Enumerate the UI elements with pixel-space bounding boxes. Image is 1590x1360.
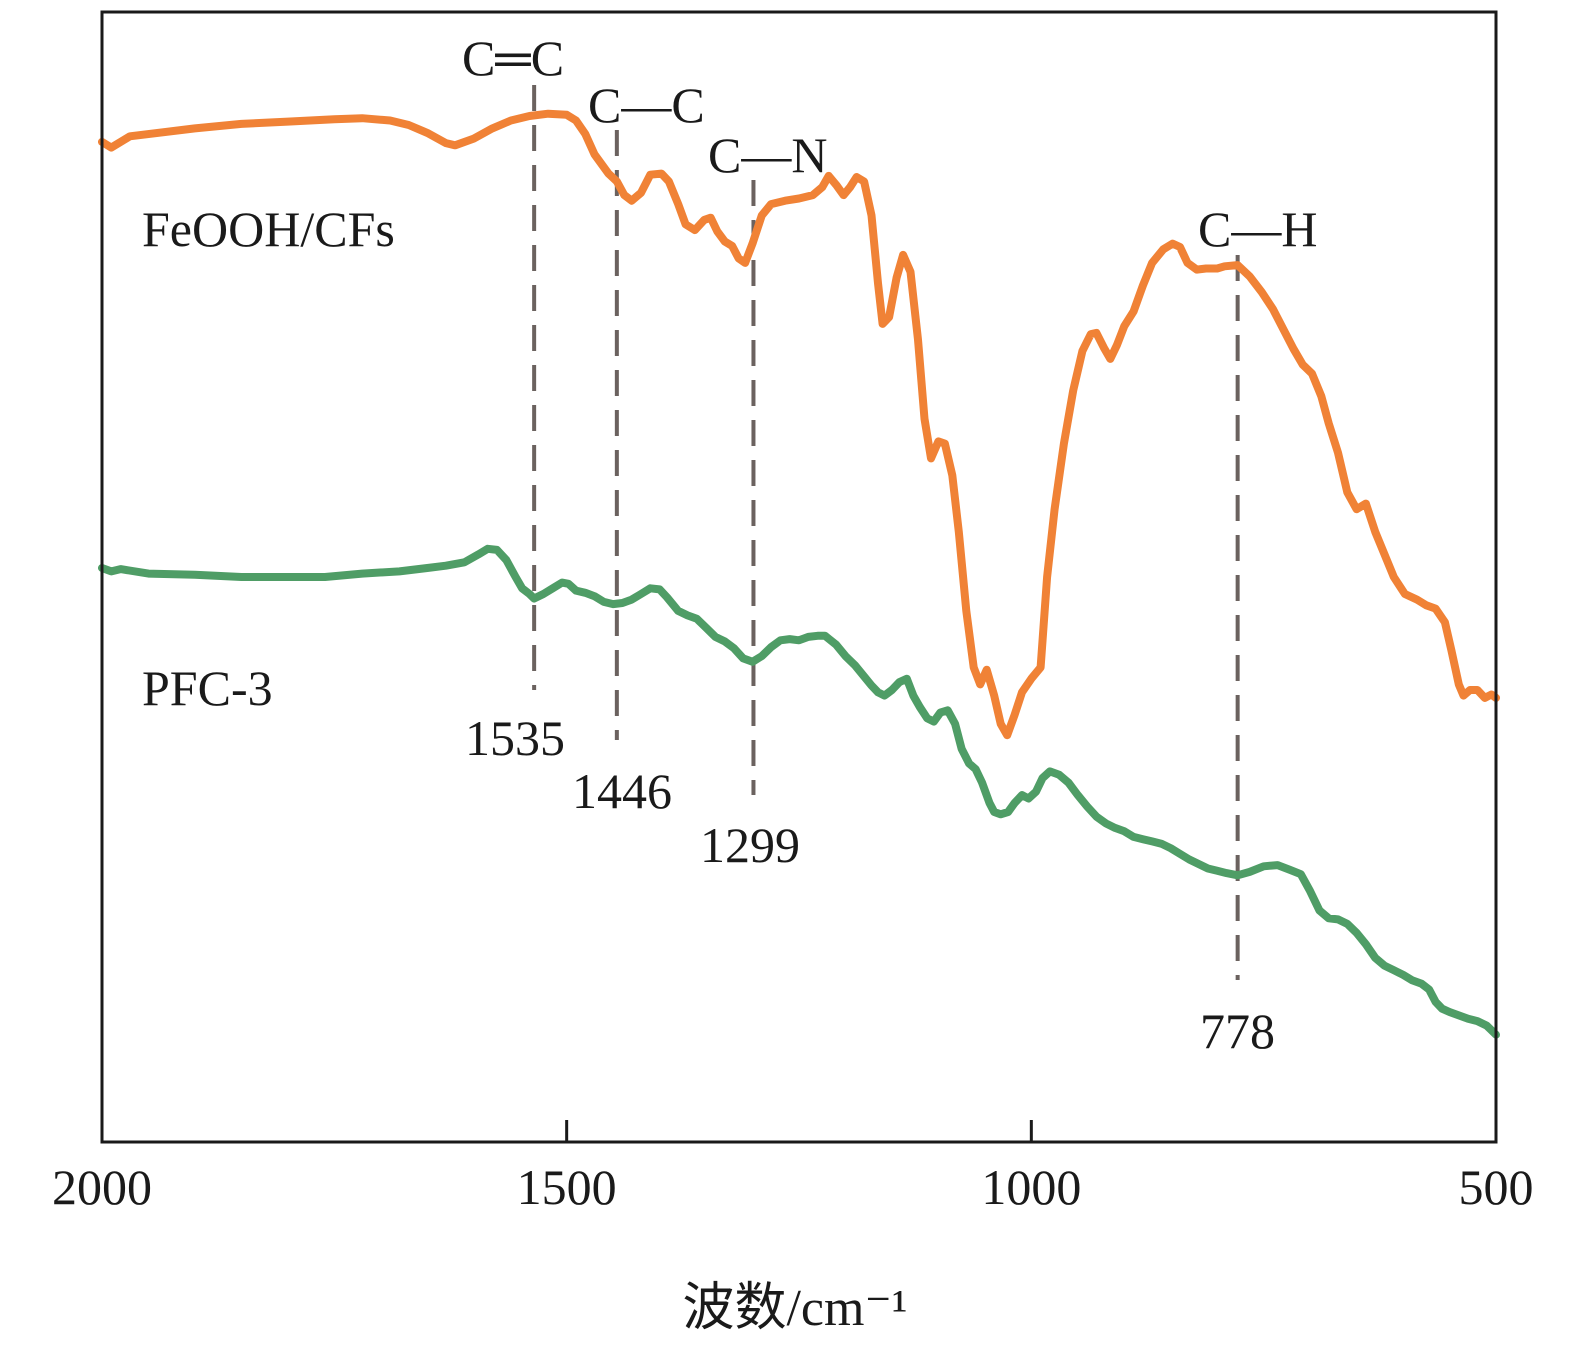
plot-frame [100,10,1498,1144]
wavenumber-label-778: 778 [1200,1003,1275,1059]
wavenumber-label-1446: 1446 [572,763,672,819]
wavenumber-label-1535: 1535 [465,710,565,766]
series-line-feooh-cfs [98,109,1500,740]
x-axis-ticks: 2000 1500 1000 500 [52,1120,1534,1215]
bond-label-c-n: C—N [708,127,827,183]
series-label-pfc-3: PFC-3 [142,660,273,716]
annotation-lines [532,85,1240,980]
series-label-feooh-cfs: FeOOH/CFs [142,201,395,257]
chart-text: FeOOH/CFs PFC-3 C═C C—C C—N C—H 1535 144… [142,30,1317,1337]
x-tick-label-1500: 1500 [517,1159,617,1215]
bond-label-c-h: C—H [1198,201,1317,257]
series-line-pfc-3 [98,544,1500,1039]
x-tick-label-500: 500 [1459,1159,1534,1215]
bond-label-c-c-single: C—C [588,77,705,133]
bond-label-c-c-double: C═C [462,30,564,86]
x-axis-title: 波数/cm⁻¹ [682,1280,907,1337]
x-tick-label-1000: 1000 [981,1159,1081,1215]
wavenumber-label-1299: 1299 [700,817,800,873]
x-tick-label-2000: 2000 [52,1159,152,1215]
series-lines [98,109,1500,1039]
